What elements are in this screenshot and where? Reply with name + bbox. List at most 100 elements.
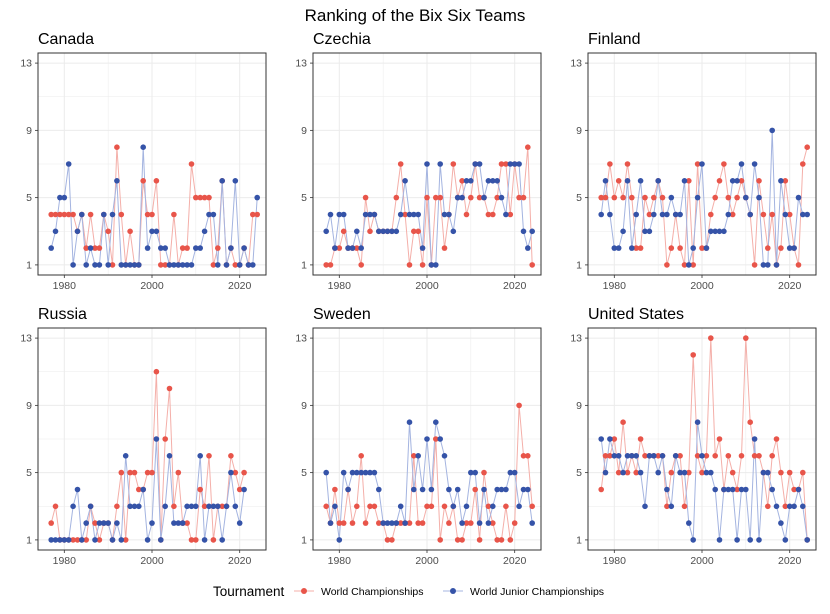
- data-point-wc: [454, 537, 461, 543]
- data-point-wjc: [193, 503, 199, 510]
- data-point-wc: [738, 453, 745, 459]
- data-point-wjc: [629, 453, 635, 459]
- data-point-wc: [241, 469, 247, 476]
- data-point-wjc: [428, 262, 435, 268]
- panel-title: Finland: [588, 31, 640, 48]
- data-point-wjc: [773, 262, 780, 268]
- data-point-wjc: [751, 436, 758, 442]
- data-point-wc: [74, 537, 81, 543]
- data-point-wc: [747, 419, 753, 426]
- data-point-wc: [65, 211, 72, 218]
- data-point-wc: [760, 211, 767, 218]
- data-point-wc: [197, 486, 203, 493]
- panel-canada: Canada 1980 2000 2020 1 5 9 13: [20, 31, 267, 292]
- data-point-wc: [57, 211, 63, 218]
- data-point-wc: [358, 262, 365, 268]
- data-point-wc: [498, 161, 505, 167]
- data-point-wc: [476, 194, 483, 201]
- data-point-wc: [109, 262, 116, 268]
- data-point-wc: [729, 469, 736, 476]
- data-point-wc: [529, 503, 535, 510]
- data-point-wjc: [615, 245, 622, 251]
- data-point-wc: [459, 178, 465, 184]
- data-point-wjc: [681, 469, 688, 476]
- data-point-wjc: [354, 228, 360, 235]
- data-point-wjc: [428, 486, 435, 493]
- data-point-wjc: [232, 503, 239, 510]
- series-line-wjc: [50, 147, 258, 266]
- data-point-wjc: [747, 211, 753, 218]
- data-point-wc: [778, 469, 784, 476]
- data-point-wjc: [188, 262, 195, 268]
- data-point-wjc: [215, 262, 221, 268]
- data-point-wc: [171, 503, 177, 510]
- y-tick-label: 13: [295, 333, 307, 345]
- data-point-wjc: [184, 503, 190, 510]
- data-point-wc: [786, 211, 793, 218]
- data-point-wc: [411, 453, 417, 459]
- data-point-wc: [686, 469, 692, 476]
- data-point-wjc: [127, 262, 133, 268]
- data-point-wjc: [756, 194, 762, 201]
- data-point-wjc: [358, 245, 365, 251]
- data-point-wjc: [57, 537, 63, 543]
- legend-title: Tournament: [213, 584, 285, 599]
- data-point-wjc: [651, 211, 657, 218]
- data-point-wc: [367, 228, 373, 235]
- data-point-wjc: [703, 469, 710, 476]
- data-point-wjc: [637, 469, 644, 476]
- data-point-wjc: [367, 469, 373, 476]
- data-point-wc: [769, 453, 775, 459]
- data-point-wc: [511, 520, 518, 526]
- data-point-wjc: [105, 520, 111, 526]
- data-point-wc: [250, 211, 256, 218]
- data-point-wjc: [598, 436, 604, 442]
- data-point-wjc: [681, 178, 688, 184]
- data-point-wjc: [223, 503, 230, 510]
- data-point-wjc: [655, 469, 661, 476]
- data-point-wjc: [52, 228, 59, 235]
- data-point-wjc: [738, 486, 745, 493]
- series-line-wc: [326, 147, 533, 266]
- data-point-wjc: [507, 161, 514, 167]
- data-point-wjc: [620, 228, 626, 235]
- data-point-wc: [598, 194, 604, 201]
- data-point-wjc: [327, 520, 334, 526]
- data-point-wc: [507, 537, 514, 543]
- data-point-wc: [48, 211, 54, 218]
- data-point-wjc: [778, 520, 784, 526]
- data-point-wc: [127, 228, 133, 235]
- data-point-wjc: [393, 520, 400, 526]
- data-point-wjc: [468, 469, 474, 476]
- data-point-wc: [481, 469, 487, 476]
- data-point-wc: [611, 194, 618, 201]
- data-point-wjc: [362, 211, 369, 218]
- data-point-wjc: [241, 245, 247, 251]
- data-point-wc: [236, 486, 243, 493]
- data-point-wjc: [738, 161, 745, 167]
- data-point-wjc: [795, 194, 802, 201]
- data-point-wjc: [624, 178, 631, 184]
- data-point-wc: [786, 469, 793, 476]
- data-point-wc: [415, 520, 422, 526]
- panel-title: Canada: [38, 31, 94, 48]
- data-point-wjc: [250, 262, 256, 268]
- data-point-wc: [415, 228, 422, 235]
- data-point-wjc: [83, 262, 89, 268]
- data-point-wc: [92, 245, 98, 251]
- data-point-wjc: [725, 211, 732, 218]
- data-point-wjc: [529, 520, 535, 526]
- data-point-wjc: [345, 486, 351, 493]
- data-point-wjc: [804, 537, 810, 543]
- data-point-wjc: [179, 262, 186, 268]
- data-point-wc: [166, 385, 173, 392]
- data-point-wjc: [651, 453, 657, 459]
- data-point-wc: [725, 194, 732, 201]
- data-point-wjc: [646, 228, 653, 235]
- y-tick-label: 5: [26, 467, 32, 479]
- data-point-wc: [708, 335, 714, 341]
- data-point-wc: [419, 262, 426, 268]
- data-point-wc: [206, 194, 212, 201]
- data-point-wjc: [52, 537, 59, 543]
- data-point-wc: [188, 161, 195, 167]
